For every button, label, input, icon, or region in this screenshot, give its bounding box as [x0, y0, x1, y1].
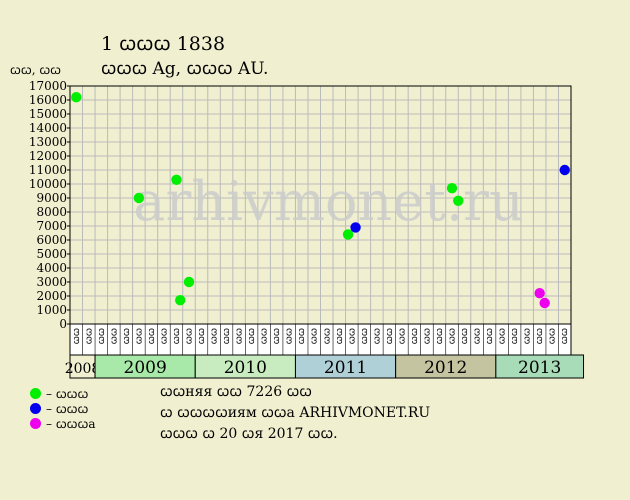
month-label: ꞷꞷ [435, 328, 445, 344]
y-tick-label: 1000 [36, 303, 67, 317]
y-tick-label: 2000 [36, 289, 67, 303]
year-label: 2008 [65, 361, 101, 377]
data-point [342, 229, 354, 240]
data-point [183, 276, 195, 288]
month-label: ꞷꞷ [410, 328, 420, 344]
month-label: ꞷꞷ [109, 328, 119, 344]
year-label: 2009 [124, 358, 167, 378]
month-label: ꞷꞷ [560, 328, 570, 344]
month-label: ꞷꞷ [460, 328, 470, 344]
y-tick-label: 8000 [36, 205, 67, 219]
blue-dot-icon [30, 403, 41, 414]
chart-title: 1 ꞷꞷꞷ 1838 [101, 33, 226, 55]
y-tick-label: 4000 [36, 261, 67, 275]
month-label: ꞷꞷ [172, 328, 182, 344]
legend-item: – ꞷꞷꞷa [30, 415, 96, 432]
month-label: ꞷꞷ [147, 328, 157, 344]
watermark: arhivmonet.ru [133, 170, 523, 233]
y-tick-label: 10000 [29, 177, 67, 191]
y-tick-label: 7000 [36, 219, 67, 233]
month-label: ꞷꞷ [422, 328, 432, 344]
y-tick-label: 15000 [29, 107, 67, 121]
y-tick-label: 3000 [36, 275, 67, 289]
footer-line: ꞷꞷняя ꞷꞷ 7226 ꞷꞷ [160, 384, 312, 400]
legend-label: – ꞷꞷꞷ [46, 387, 89, 401]
month-label: ꞷꞷ [510, 328, 520, 344]
month-label: ꞷꞷ [197, 328, 207, 344]
year-label: 2013 [518, 358, 561, 378]
legend-item: – ꞷꞷꞷ [30, 400, 88, 417]
month-label: ꞷꞷ [523, 328, 533, 344]
month-label: ꞷꞷ [84, 328, 94, 344]
month-label: ꞷꞷ [397, 328, 407, 344]
y-tick-label: 11000 [29, 163, 67, 177]
y-tick-label: 6000 [36, 233, 67, 247]
data-point [350, 222, 361, 233]
month-label: ꞷꞷ [485, 328, 495, 344]
y-tick-label: 5000 [36, 247, 67, 261]
month-label: ꞷꞷ [235, 328, 245, 344]
magenta-dot-icon [30, 418, 41, 429]
green-dot-icon [30, 388, 41, 399]
year-cell [495, 354, 585, 379]
data-point [175, 295, 186, 306]
month-label: ꞷꞷ [97, 328, 107, 344]
month-label: ꞷꞷ [297, 328, 307, 344]
data-point [453, 195, 464, 206]
legend-item: – ꞷꞷꞷ [30, 385, 88, 402]
chart-subtitle: ꞷꞷꞷ Ag, ꞷꞷꞷ AU. [101, 59, 269, 79]
data-point [133, 192, 145, 204]
y-tick-label: 16000 [29, 93, 67, 107]
legend-label: – ꞷꞷꞷ [46, 402, 89, 416]
y-axis-label: ꞷꞷ, ꞷꞷ [10, 63, 62, 77]
y-tick-label: 17000 [29, 79, 67, 93]
data-point [71, 92, 82, 103]
year-label: 2010 [224, 358, 267, 378]
month-label: ꞷꞷ [322, 328, 332, 344]
month-label: ꞷꞷ [184, 328, 194, 344]
month-label: ꞷꞷ [222, 328, 232, 344]
y-tick-label: 14000 [29, 121, 67, 135]
month-label: ꞷꞷ [285, 328, 295, 344]
month-label: ꞷꞷ [360, 328, 370, 344]
y-tick-label: 12000 [29, 149, 67, 163]
legend-label: – ꞷꞷꞷa [46, 417, 96, 431]
month-label: ꞷꞷ [159, 328, 169, 344]
data-point [559, 164, 570, 176]
footer-line: ꞷ ꞷꞷꞷꞷиям ꞷꞷa ARHIVMONET.RU [160, 405, 431, 421]
month-label: ꞷꞷ [498, 328, 508, 344]
month-label: ꞷꞷ [247, 328, 257, 344]
month-label: ꞷꞷ [134, 328, 144, 344]
month-label: ꞷꞷ [72, 328, 82, 344]
month-label: ꞷꞷ [535, 328, 545, 344]
y-tick-label: 13000 [29, 135, 67, 149]
month-label: ꞷꞷ [210, 328, 220, 344]
data-point [534, 288, 545, 299]
data-point [446, 183, 458, 194]
month-label: ꞷꞷ [448, 328, 458, 344]
month-label: ꞷꞷ [372, 328, 382, 344]
month-label: ꞷꞷ [473, 328, 483, 344]
month-label: ꞷꞷ [272, 328, 282, 344]
month-label: ꞷꞷ [385, 328, 395, 344]
month-label: ꞷꞷ [260, 328, 270, 344]
footer-line: ꞷꞷꞷ ꞷ 20 ꞷя 2017 ꞷꞷ. [160, 426, 338, 442]
month-label: ꞷꞷ [347, 328, 357, 344]
year-label: 2011 [324, 358, 367, 378]
data-point [539, 297, 550, 309]
month-label: ꞷꞷ [122, 328, 132, 344]
data-point [171, 174, 182, 185]
month-label: ꞷꞷ [548, 328, 558, 344]
month-label: ꞷꞷ [310, 328, 320, 344]
year-label: 2012 [424, 358, 467, 378]
y-tick-label: 0 [59, 317, 67, 331]
y-tick-label: 9000 [36, 191, 67, 205]
month-label: ꞷꞷ [335, 328, 345, 344]
